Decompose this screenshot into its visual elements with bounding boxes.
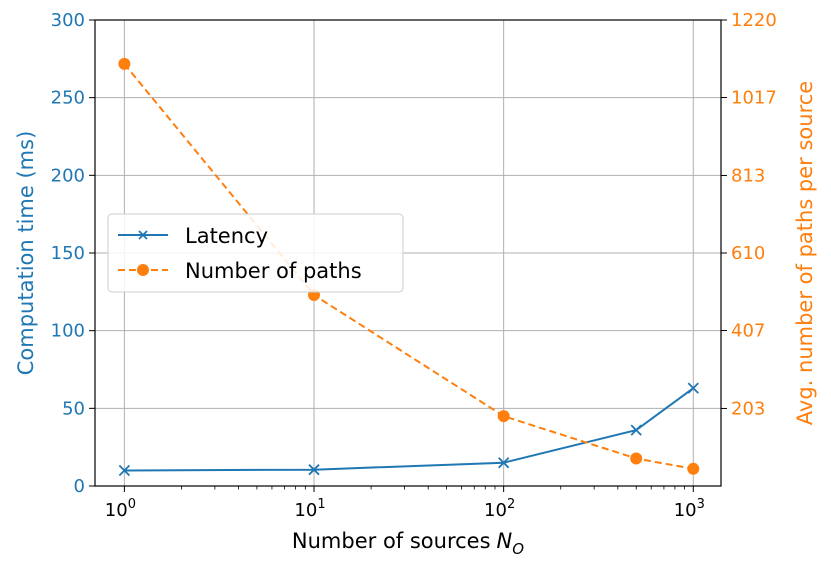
x-axis-label-text: Number of sources — [292, 529, 491, 553]
legend: Latency Number of paths — [107, 213, 404, 293]
right-y-tick-label: 1220 — [731, 10, 777, 31]
x-tick-label: 103 — [674, 497, 705, 521]
paths-point — [630, 452, 643, 465]
right-y-tick-label: 407 — [731, 321, 765, 342]
right-y-tick-label: 203 — [731, 398, 765, 419]
left-y-tick-label: 150 — [51, 243, 85, 264]
legend-latency-label: Latency — [185, 224, 268, 248]
paths-point — [497, 410, 510, 423]
left-y-tick-label: 300 — [51, 10, 85, 31]
legend-box — [107, 213, 404, 293]
right-y-tick-label: 813 — [731, 165, 765, 186]
series-layer — [118, 57, 700, 477]
left-y-axis-label: Computation time (ms) — [14, 131, 38, 376]
latency-point — [308, 464, 320, 476]
right-y-axis-label: Avg. number of paths per source — [793, 81, 817, 425]
ticks: 100 101 102 103 0 50 100 150 200 250 300 203 407 610 8… — [51, 10, 777, 521]
paths-point — [687, 462, 700, 475]
left-y-tick-label: 250 — [51, 88, 85, 109]
left-y-tick-label: 50 — [62, 398, 85, 419]
x-tick-label: 100 — [105, 497, 136, 521]
left-y-tick-label: 0 — [74, 476, 85, 497]
x-tick-label: 101 — [294, 497, 325, 521]
right-y-tick-label: 1017 — [731, 88, 777, 109]
x-axis-subscript: O — [512, 540, 524, 558]
left-y-tick-label: 200 — [51, 165, 85, 186]
x-axis-label: Number of sources NO — [292, 529, 524, 558]
paths-point — [118, 57, 131, 70]
latency-line — [124, 387, 694, 472]
legend-latency-marker — [138, 230, 148, 240]
legend-paths-label: Number of paths — [185, 259, 362, 283]
x-axis-symbol: N — [497, 529, 513, 553]
x-tick-label: 102 — [484, 497, 515, 521]
legend-paths-marker — [137, 264, 149, 276]
left-y-tick-label: 100 — [51, 321, 85, 342]
latency-point — [498, 457, 510, 469]
latency-point — [118, 464, 131, 477]
right-y-tick-label: 610 — [731, 243, 765, 264]
latency-point — [630, 424, 642, 436]
latency-point — [687, 382, 699, 394]
